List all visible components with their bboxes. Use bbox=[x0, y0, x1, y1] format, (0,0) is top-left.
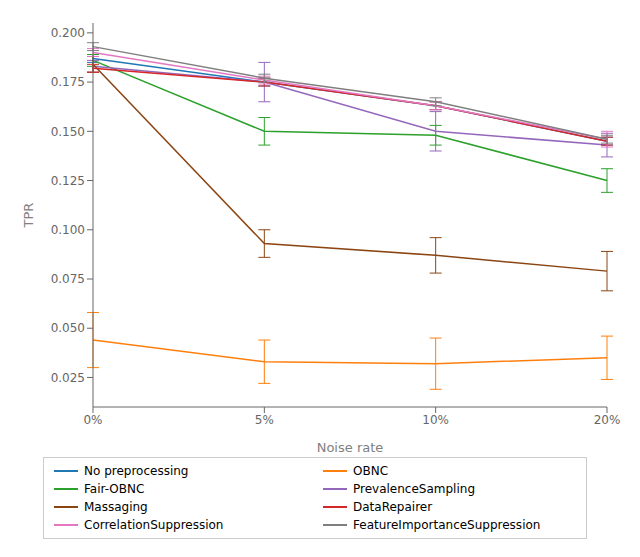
svg-text:0.125: 0.125 bbox=[51, 174, 85, 188]
svg-text:0.025: 0.025 bbox=[51, 371, 85, 385]
html-text:Fair-OBNC: Fair-OBNC bbox=[84, 482, 145, 496]
svg-text:TPR: TPR bbox=[21, 203, 36, 229]
svg-text:0.100: 0.100 bbox=[51, 223, 85, 237]
svg-text:10%: 10% bbox=[422, 413, 449, 427]
svg-text:0.050: 0.050 bbox=[51, 321, 85, 335]
svg-text:Noise rate: Noise rate bbox=[317, 440, 384, 455]
svg-text:0.075: 0.075 bbox=[51, 272, 85, 286]
html-text:No preprocessing: No preprocessing bbox=[84, 464, 189, 478]
svg-text:0.175: 0.175 bbox=[51, 75, 85, 89]
svg-text:0.200: 0.200 bbox=[51, 26, 85, 40]
svg-text:20%: 20% bbox=[594, 413, 621, 427]
html-text:PrevalenceSampling: PrevalenceSampling bbox=[353, 482, 475, 496]
svg-text:0.150: 0.150 bbox=[51, 125, 85, 139]
html-text:OBNC: OBNC bbox=[353, 464, 388, 478]
html-text:Massaging: Massaging bbox=[84, 500, 148, 514]
html-text:DataRepairer: DataRepairer bbox=[353, 500, 433, 514]
svg-text:5%: 5% bbox=[255, 413, 274, 427]
svg-text:0%: 0% bbox=[83, 413, 102, 427]
html-text:CorrelationSuppression: CorrelationSuppression bbox=[84, 518, 224, 532]
html-text:FeatureImportanceSuppression: FeatureImportanceSuppression bbox=[353, 518, 541, 532]
